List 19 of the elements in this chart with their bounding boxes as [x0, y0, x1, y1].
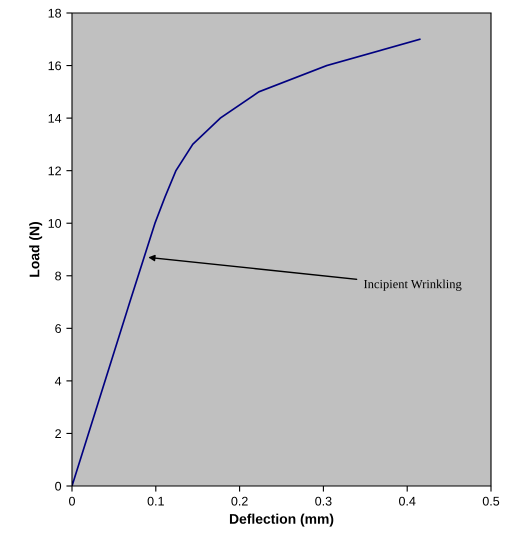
y-tick-label: 4 — [54, 376, 62, 386]
y-tick-label: 14 — [48, 114, 62, 123]
y-tick-label: 18 — [48, 8, 62, 18]
x-axis-title: Deflection (mm) — [230, 514, 334, 527]
x-tick-label: 0.1 — [148, 496, 164, 506]
y-axis-title: Load (N) — [29, 222, 42, 277]
x-tick-label: 0.3 — [315, 496, 332, 506]
y-tick-label: 8 — [55, 272, 62, 280]
y-tick-label: 12 — [48, 166, 61, 176]
y-tick-label: 16 — [48, 61, 62, 70]
x-tick-label: 0 — [69, 496, 75, 506]
annotation: Incipient Wrinkling — [364, 279, 462, 291]
x-tick-label: 0.5 — [482, 496, 500, 506]
y-tick-label: 2 — [55, 429, 61, 438]
y-tick-label: 10 — [48, 219, 62, 228]
x-tick-label: 0.2 — [231, 496, 248, 506]
x-tick-label: 0.4 — [399, 496, 416, 506]
y-tick-label: 0 — [55, 482, 62, 491]
y-tick-label: 6 — [55, 324, 62, 333]
